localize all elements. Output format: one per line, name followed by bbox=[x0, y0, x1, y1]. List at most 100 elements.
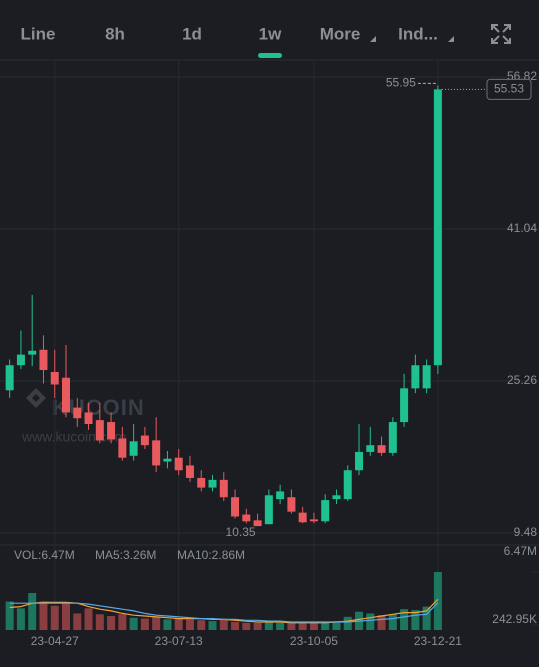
candle-body bbox=[28, 350, 37, 355]
candle-body bbox=[242, 514, 251, 522]
volume-bar bbox=[129, 617, 138, 630]
volume-bar bbox=[276, 622, 285, 630]
volume-bar bbox=[321, 621, 330, 630]
candle-body bbox=[253, 520, 262, 527]
candle-body bbox=[332, 495, 341, 500]
volume-bar bbox=[16, 608, 25, 630]
candle-body bbox=[174, 457, 183, 471]
ma-line bbox=[9, 602, 439, 623]
volume-bar bbox=[84, 608, 93, 630]
tab[interactable]: 1w bbox=[259, 24, 282, 43]
x-tick-label: 23-10-05 bbox=[290, 634, 338, 648]
candle-body bbox=[107, 422, 116, 440]
low-label: 10.35 bbox=[226, 525, 256, 539]
x-tick-label: 23-12-21 bbox=[414, 634, 462, 648]
candle-body bbox=[321, 500, 330, 522]
volume-bar bbox=[332, 621, 341, 630]
candle-body bbox=[231, 497, 240, 517]
volume-bar bbox=[208, 621, 217, 630]
candle-body bbox=[298, 512, 307, 523]
volume-bar bbox=[343, 616, 352, 630]
tab[interactable]: 8h bbox=[105, 24, 125, 43]
candle-body bbox=[264, 495, 273, 525]
volume-bar bbox=[298, 621, 307, 630]
volume-bar bbox=[433, 572, 442, 630]
candle-body bbox=[208, 479, 217, 488]
candle-body bbox=[197, 477, 206, 488]
volume-bar bbox=[185, 619, 194, 630]
y-tick-label: 41.04 bbox=[507, 221, 537, 235]
candle-body bbox=[62, 377, 71, 413]
x-tick-label: 23-07-13 bbox=[155, 634, 203, 648]
legend-entry: MA5:3.26M bbox=[95, 548, 156, 562]
volume-bar bbox=[242, 622, 251, 630]
candle-body bbox=[309, 519, 318, 522]
candle-body bbox=[433, 89, 442, 366]
volume-bar bbox=[287, 622, 296, 630]
tab[interactable]: 1d bbox=[182, 24, 202, 43]
volume-bar bbox=[118, 614, 127, 630]
volume-bar bbox=[400, 609, 409, 630]
volume-bar bbox=[253, 622, 262, 630]
candle-body bbox=[16, 354, 25, 366]
volume-bar bbox=[28, 593, 37, 630]
y-tick-label: 9.48 bbox=[514, 525, 538, 539]
volume-bar bbox=[174, 618, 183, 630]
y-tick-label: 6.47M bbox=[504, 544, 537, 558]
candle-body bbox=[366, 445, 375, 452]
fullscreen-icon[interactable] bbox=[491, 24, 511, 44]
high-label: 55.95 bbox=[386, 76, 416, 90]
candle-body bbox=[276, 491, 285, 500]
x-tick-label: 23-04-27 bbox=[31, 634, 79, 648]
volume-bar bbox=[50, 605, 59, 630]
legend-entry: VOL:6.47M bbox=[14, 548, 75, 562]
volume-bar bbox=[163, 619, 172, 630]
toolbar: Line 8h 1d 1w More Ind... bbox=[21, 24, 454, 58]
volume-bar bbox=[73, 613, 82, 630]
candle-body bbox=[5, 365, 14, 391]
candle-body bbox=[129, 441, 138, 456]
dropdown-arrow bbox=[370, 36, 376, 42]
candle-body bbox=[377, 445, 386, 453]
tab[interactable]: Line bbox=[21, 24, 56, 43]
candle-body bbox=[219, 479, 228, 498]
candle-body bbox=[50, 371, 59, 385]
candle-body bbox=[185, 465, 194, 478]
volume-bar bbox=[197, 620, 206, 630]
tab[interactable]: Ind... bbox=[398, 24, 438, 43]
dropdown-arrow bbox=[448, 36, 454, 42]
plot: 23-04-27 23-07-13 23-10-05 23-12-2156.8241.… bbox=[0, 60, 539, 648]
volume-bar bbox=[411, 610, 420, 630]
watermark-logo bbox=[26, 388, 46, 408]
candle-body bbox=[400, 388, 409, 423]
volume-bar bbox=[377, 615, 386, 630]
last-price-label: 55.53 bbox=[494, 82, 524, 96]
y-tick-label: 25.26 bbox=[507, 373, 537, 387]
volume-bar bbox=[62, 603, 71, 630]
active-tab-indicator bbox=[258, 53, 282, 58]
volume-bar bbox=[107, 616, 116, 630]
volume-bar bbox=[95, 614, 104, 630]
volume-bar bbox=[264, 621, 273, 630]
candle-body bbox=[163, 458, 172, 462]
y-tick-label: 242.95K bbox=[492, 612, 537, 626]
candle-body bbox=[118, 438, 127, 458]
candle-body bbox=[39, 349, 48, 371]
candle-body bbox=[73, 407, 82, 419]
volume-bar bbox=[366, 613, 375, 630]
volume-bar bbox=[5, 601, 14, 630]
candle-body bbox=[95, 420, 104, 441]
tab[interactable]: More bbox=[320, 24, 361, 43]
candle-body bbox=[388, 422, 397, 453]
volume-bar bbox=[39, 601, 48, 630]
volume-bar bbox=[309, 622, 318, 630]
volume-bar bbox=[219, 619, 228, 630]
candle-body bbox=[343, 470, 352, 500]
legend-entry: MA10:2.86M bbox=[177, 548, 245, 562]
last-price-badge bbox=[486, 78, 532, 100]
candle-body bbox=[152, 440, 161, 466]
candle-body bbox=[422, 365, 431, 389]
